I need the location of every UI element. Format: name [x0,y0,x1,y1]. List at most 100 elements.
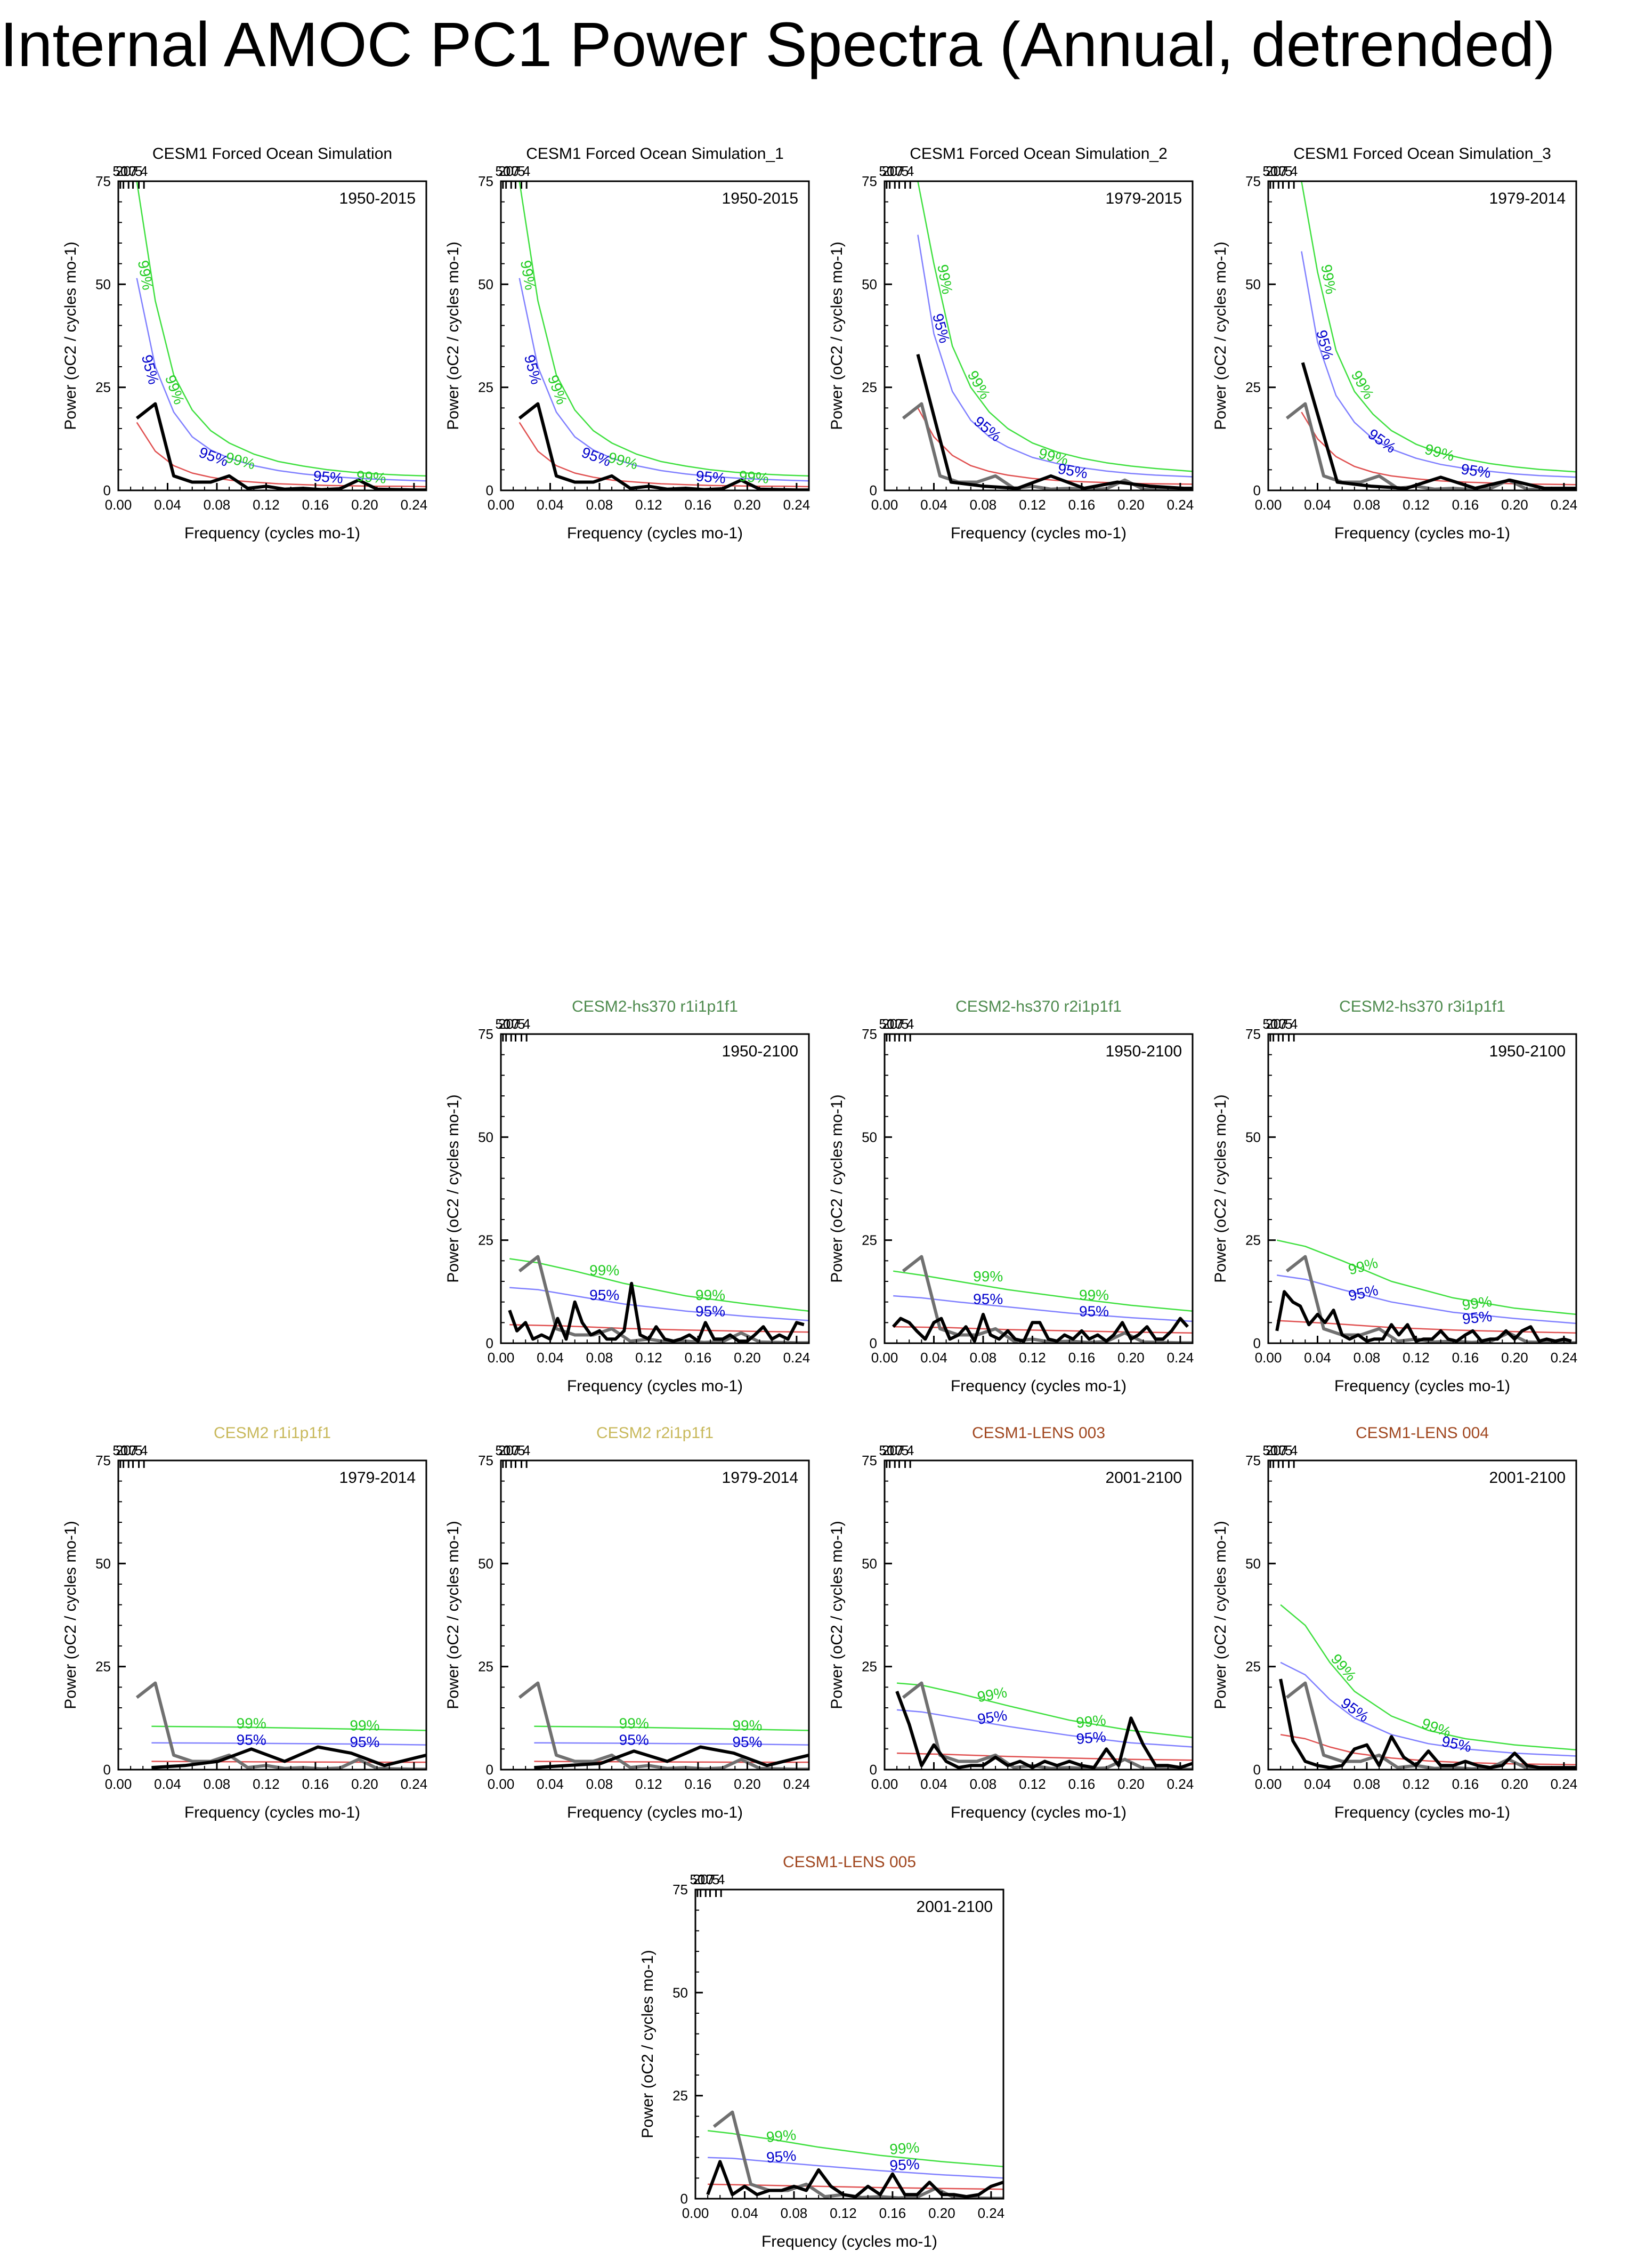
period-tick-label: 20 [498,1016,514,1032]
period-tick-label: 4 [140,163,148,179]
spectrum-panel: 0.00 0.04 0.08 0.12 0.16 0.20 0.24025507550201… [444,1424,810,1821]
x-tick-label: 0.20 [351,497,378,513]
confidence-label: 95% [695,467,727,487]
red-noise-line [897,1752,1193,1761]
x-tick-label: 0.04 [731,2205,758,2221]
reference-line [902,1681,1193,1770]
period-tick-label: 5 [1285,163,1292,179]
period-tick-label: 50 [495,1442,510,1458]
period-label: 1950-2100 [1106,1043,1182,1060]
y-tick-label: 25 [478,1659,493,1675]
x-tick-label: 0.00 [105,1776,132,1792]
plot-frame [1267,180,1577,491]
spectrum-panel: 0.00 0.04 0.08 0.12 0.16 0.20 0.24025507550201… [1212,998,1577,1395]
reference-line [135,1681,426,1770]
x-tick-label: 0.20 [1117,1776,1145,1792]
panel-title: CESM2 r1i1p1f1 [214,1424,331,1442]
spectrum-line [534,1745,809,1770]
confidence-label: 99% [739,467,770,487]
ci99-line [136,181,426,477]
period-tick-label: 20 [882,1442,897,1458]
x-tick-label: 0.04 [537,1350,564,1366]
period-tick-label: 10 [121,1442,136,1458]
period-tick-label: 7 [1279,163,1286,179]
period-tick-label: 4 [523,1442,530,1458]
period-tick-label: 7 [129,1442,136,1458]
panel-title: CESM1 Forced Ocean Simulation_3 [1293,145,1551,163]
x-tick-label: 0.12 [830,2205,857,2221]
y-axis-title: Power (oC2 / cycles mo-1) [62,241,79,430]
x-tick-label: 0.00 [488,497,515,513]
y-tick-label: 75 [478,1452,493,1468]
spectrum-panel: 0.00 0.04 0.08 0.12 0.16 0.20 0.24025507550201… [828,145,1194,542]
confidence-label: 95% [976,1707,1008,1727]
period-tick-label: 5 [135,163,142,179]
period-tick-label: 7 [895,1442,903,1458]
confidence-label: 99% [889,2139,920,2158]
x-tick-label: 0.20 [734,1776,761,1792]
period-label: 1979-2014 [722,1469,798,1487]
confidence-label: 95% [313,467,344,487]
spectrum-line [518,402,809,490]
y-tick-label: 50 [95,276,111,292]
x-tick-label: 0.24 [1551,1776,1578,1792]
ci95-line [136,278,426,482]
y-tick-label: 50 [672,1984,688,2000]
x-tick-label: 0.12 [635,1776,662,1792]
y-tick-label: 50 [1245,1129,1261,1145]
x-tick-label: 0.08 [586,1350,613,1366]
panel-title: CESM1-LENS 005 [783,1853,916,1871]
period-label: 1950-2100 [722,1043,798,1060]
confidence-label: 95% [1440,1733,1473,1755]
y-tick-label: 75 [1245,1452,1261,1468]
x-tick-label: 0.08 [970,497,997,513]
period-tick-label: 10 [504,1016,519,1032]
confidence-label: 99% [1348,368,1377,402]
ci95-line [896,1709,1193,1748]
ci95-line [1277,1274,1576,1325]
x-tick-label: 0.20 [1117,497,1145,513]
y-tick-label: 0 [486,1335,493,1351]
y-tick-label: 25 [672,2088,688,2104]
y-tick-label: 50 [862,276,877,292]
ci95-line [534,1742,809,1746]
period-tick-label: 7 [512,1016,519,1032]
x-tick-label: 0.20 [351,1776,378,1792]
period-tick-label: 4 [906,163,914,179]
plot-frame [500,1459,810,1771]
reference-line [518,1681,809,1770]
y-tick-label: 0 [486,482,493,498]
x-tick-label: 0.16 [685,497,712,513]
x-tick-label: 0.20 [928,2205,955,2221]
x-tick-label: 0.00 [871,1350,898,1366]
period-tick-label: 20 [116,163,131,179]
period-tick-label: 7 [1279,1016,1286,1032]
x-tick-label: 0.24 [978,2205,1005,2221]
x-tick-label: 0.24 [1167,497,1194,513]
confidence-label: 99% [1327,1651,1359,1684]
x-axis-title: Frequency (cycles mo-1) [951,1377,1127,1395]
spectrum-line [151,1745,426,1770]
spectrum-panel: 0.00 0.04 0.08 0.12 0.16 0.20 0.24025507550201… [639,1853,1005,2250]
x-tick-label: 0.20 [734,497,761,513]
y-axis-title: Power (oC2 / cycles mo-1) [444,241,462,430]
period-tick-label: 50 [879,1016,894,1032]
period-tick-label: 50 [690,1871,705,1887]
confidence-label: 99% [589,1262,619,1278]
period-tick-label: 10 [504,1442,519,1458]
red-noise-line [708,2183,1003,2190]
y-tick-label: 50 [478,276,493,292]
ci95-line [151,1742,426,1746]
panel-title: CESM1 Forced Ocean Simulation_1 [526,145,784,163]
period-tick-label: 50 [1262,163,1278,179]
red-noise-line [917,407,1193,485]
x-tick-label: 0.08 [781,2205,808,2221]
panel-title: CESM1 Forced Ocean Simulation [152,145,392,163]
confidence-label: 95% [889,2156,920,2174]
y-tick-label: 25 [1245,380,1261,396]
x-tick-label: 0.16 [1452,1350,1479,1366]
period-label: 2001-2100 [1106,1469,1182,1487]
period-tick-label: 50 [879,1442,894,1458]
confidence-label: 99% [224,449,257,472]
y-axis-title: Power (oC2 / cycles mo-1) [444,1521,462,1709]
